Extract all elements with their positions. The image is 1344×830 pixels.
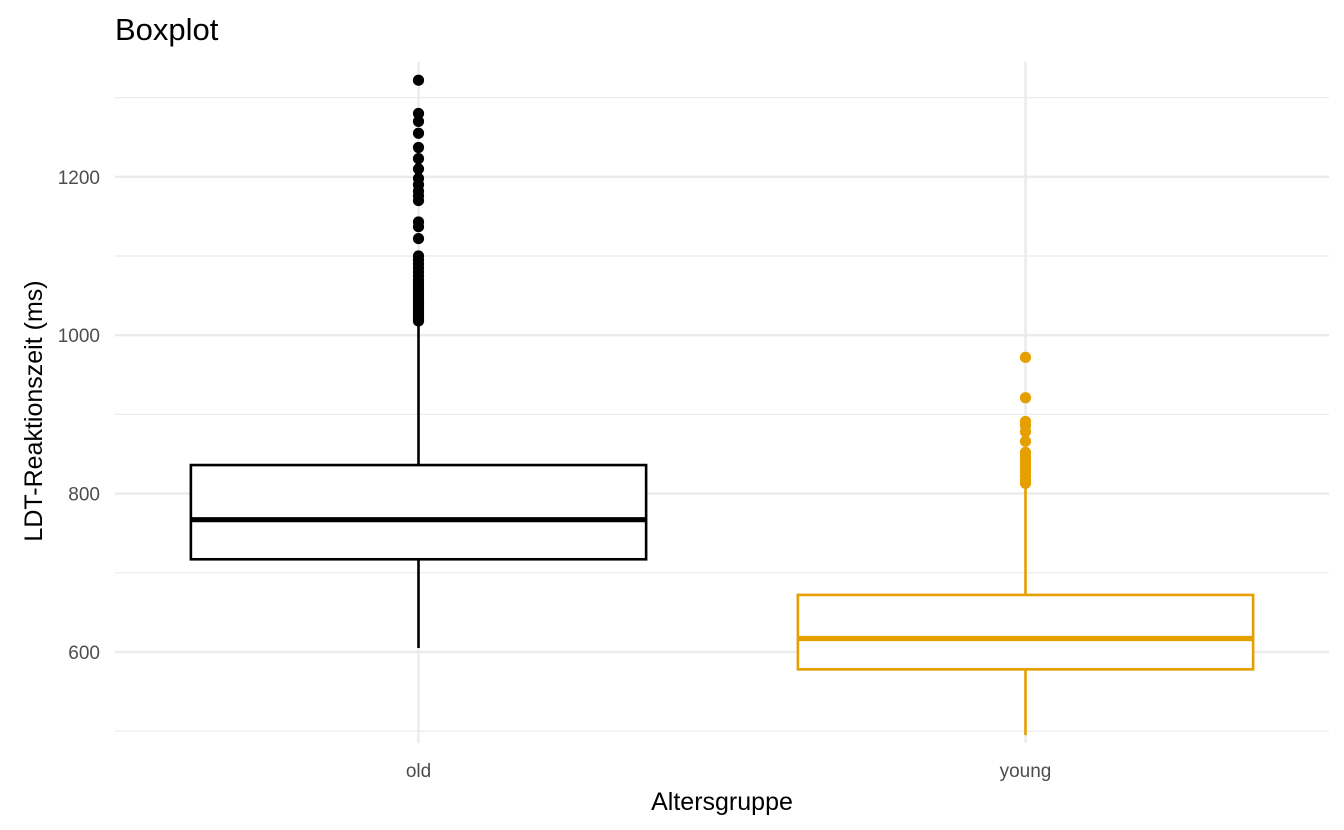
x-tick-labels: old young: [406, 761, 1052, 782]
outlier-point: [1019, 392, 1032, 404]
outlier-point: [1019, 435, 1032, 447]
chart-title: Boxplot: [115, 12, 219, 47]
outlier-point: [412, 115, 425, 127]
box-group-young: [796, 351, 1255, 736]
box-layer: [189, 74, 1255, 736]
y-tick-label: 600: [68, 643, 100, 664]
outlier-point: [412, 172, 425, 185]
outlier-point: [412, 250, 425, 262]
y-tick-label: 1000: [58, 326, 100, 347]
outlier-point: [1019, 446, 1032, 458]
outlier-point: [412, 141, 425, 154]
box-iqr: [796, 593, 1255, 671]
box-group-old: [189, 74, 648, 648]
y-tick-label: 800: [68, 485, 100, 506]
y-tick-label: 1200: [58, 168, 100, 189]
box-iqr: [189, 463, 648, 561]
outlier-point: [412, 216, 425, 228]
x-tick-label: young: [1000, 761, 1052, 782]
outlier-point: [412, 232, 425, 245]
outlier-point: [412, 74, 425, 86]
outlier-point: [412, 107, 425, 120]
x-axis-title: Altersgruppe: [651, 788, 793, 816]
x-tick-label: old: [406, 761, 431, 782]
outlier-point: [1019, 415, 1032, 428]
outlier-point: [412, 127, 425, 139]
y-tick-labels: 600 800 1000 1200: [58, 168, 100, 664]
outlier-point: [412, 153, 425, 165]
y-axis-title: LDT-Reaktionszeit (ms): [20, 280, 48, 541]
outlier-point: [412, 163, 425, 175]
outlier-point: [1019, 351, 1032, 363]
